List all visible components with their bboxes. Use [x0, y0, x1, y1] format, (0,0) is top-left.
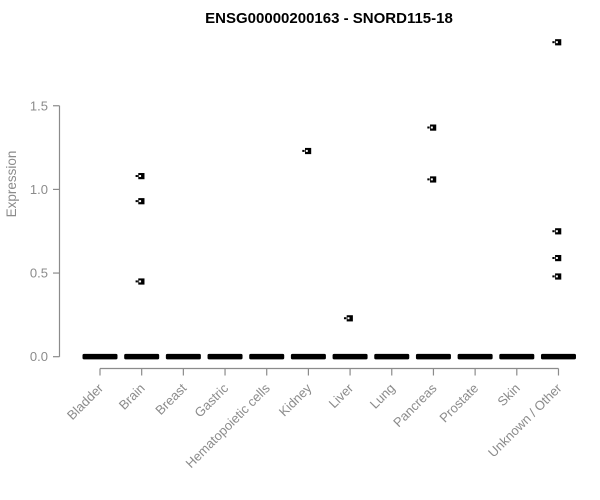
marker-square-hole	[430, 178, 433, 181]
zero-cluster-bar	[374, 353, 410, 360]
marker-dash	[135, 175, 138, 178]
y-axis: 0.0 0.5 1.0 1.5	[30, 98, 61, 364]
data-point	[552, 254, 562, 262]
x-tick-label: Liver	[326, 380, 357, 411]
marker-square	[430, 124, 437, 131]
y-tick-label: 0.5	[30, 266, 48, 281]
zero-cluster-bar	[457, 353, 493, 360]
y-axis-label: Expression	[4, 151, 19, 218]
x-tick-label: Prostate	[436, 381, 481, 426]
zero-cluster-bar	[165, 353, 201, 360]
marker-dash	[302, 149, 305, 152]
x-tick-label: Skin	[494, 381, 522, 409]
data-point	[552, 273, 562, 280]
x-tick-label: Pancreas	[390, 380, 440, 430]
marker-square	[555, 273, 562, 280]
chart-title: ENSG00000200163 - SNORD115-18	[205, 10, 453, 27]
data-point	[552, 228, 562, 235]
zero-cluster-bar	[207, 353, 243, 360]
marker-square	[346, 315, 353, 322]
marker-dash	[552, 256, 555, 259]
zero-expression-clusters	[82, 353, 576, 360]
x-tick-label: Breast	[152, 380, 189, 417]
data-point	[135, 278, 145, 285]
marker-square-hole	[555, 275, 558, 278]
zero-cluster-bar	[124, 353, 160, 360]
marker-square	[555, 39, 562, 46]
marker-square-hole	[139, 200, 142, 203]
data-point	[552, 39, 562, 46]
marker-square	[138, 278, 145, 285]
x-tick-label: Kidney	[276, 380, 315, 419]
x-tick-label: Gastric	[191, 380, 231, 420]
marker-square	[305, 147, 312, 155]
marker-square	[555, 254, 562, 262]
data-point	[343, 315, 353, 322]
marker-dash	[552, 41, 555, 44]
marker-square	[138, 198, 145, 205]
data-point	[427, 176, 437, 183]
y-tick-label: 1.5	[30, 98, 48, 113]
marker-square-hole	[555, 41, 558, 44]
marker-square-hole	[347, 317, 350, 320]
marker-square	[138, 173, 145, 180]
y-tick-label: 0.0	[30, 349, 48, 364]
marker-square	[555, 228, 562, 235]
zero-cluster-bar	[415, 353, 451, 360]
zero-cluster-bar	[332, 353, 368, 360]
zero-cluster-bar	[82, 353, 118, 360]
marker-dash	[343, 317, 347, 320]
zero-cluster-bar	[540, 353, 576, 360]
marker-dash	[427, 178, 430, 181]
marker-dash	[135, 280, 138, 283]
x-tick-label: Unknown / Other	[485, 380, 565, 460]
data-point	[135, 173, 145, 180]
marker-dash	[427, 126, 430, 129]
data-point	[302, 147, 312, 155]
data-point	[135, 198, 145, 205]
marker-square-hole	[139, 175, 142, 178]
zero-cluster-bar	[499, 353, 535, 360]
data-point	[427, 124, 437, 131]
marker-square	[430, 176, 437, 183]
marker-square-hole	[305, 149, 308, 152]
x-tick-label: Brain	[116, 381, 148, 413]
marker-square-hole	[555, 230, 558, 233]
marker-dash	[552, 275, 555, 278]
marker-square-hole	[430, 126, 433, 129]
marker-dash	[135, 200, 138, 203]
marker-square-hole	[139, 280, 142, 283]
x-tick-label: Lung	[367, 381, 398, 412]
marker-square-hole	[555, 256, 558, 259]
zero-cluster-bar	[249, 353, 285, 360]
y-tick-label: 1.0	[30, 182, 48, 197]
marker-dash	[552, 230, 555, 233]
x-tick-label: Bladder	[64, 380, 107, 423]
data-points	[135, 39, 562, 322]
zero-cluster-bar	[290, 353, 326, 360]
